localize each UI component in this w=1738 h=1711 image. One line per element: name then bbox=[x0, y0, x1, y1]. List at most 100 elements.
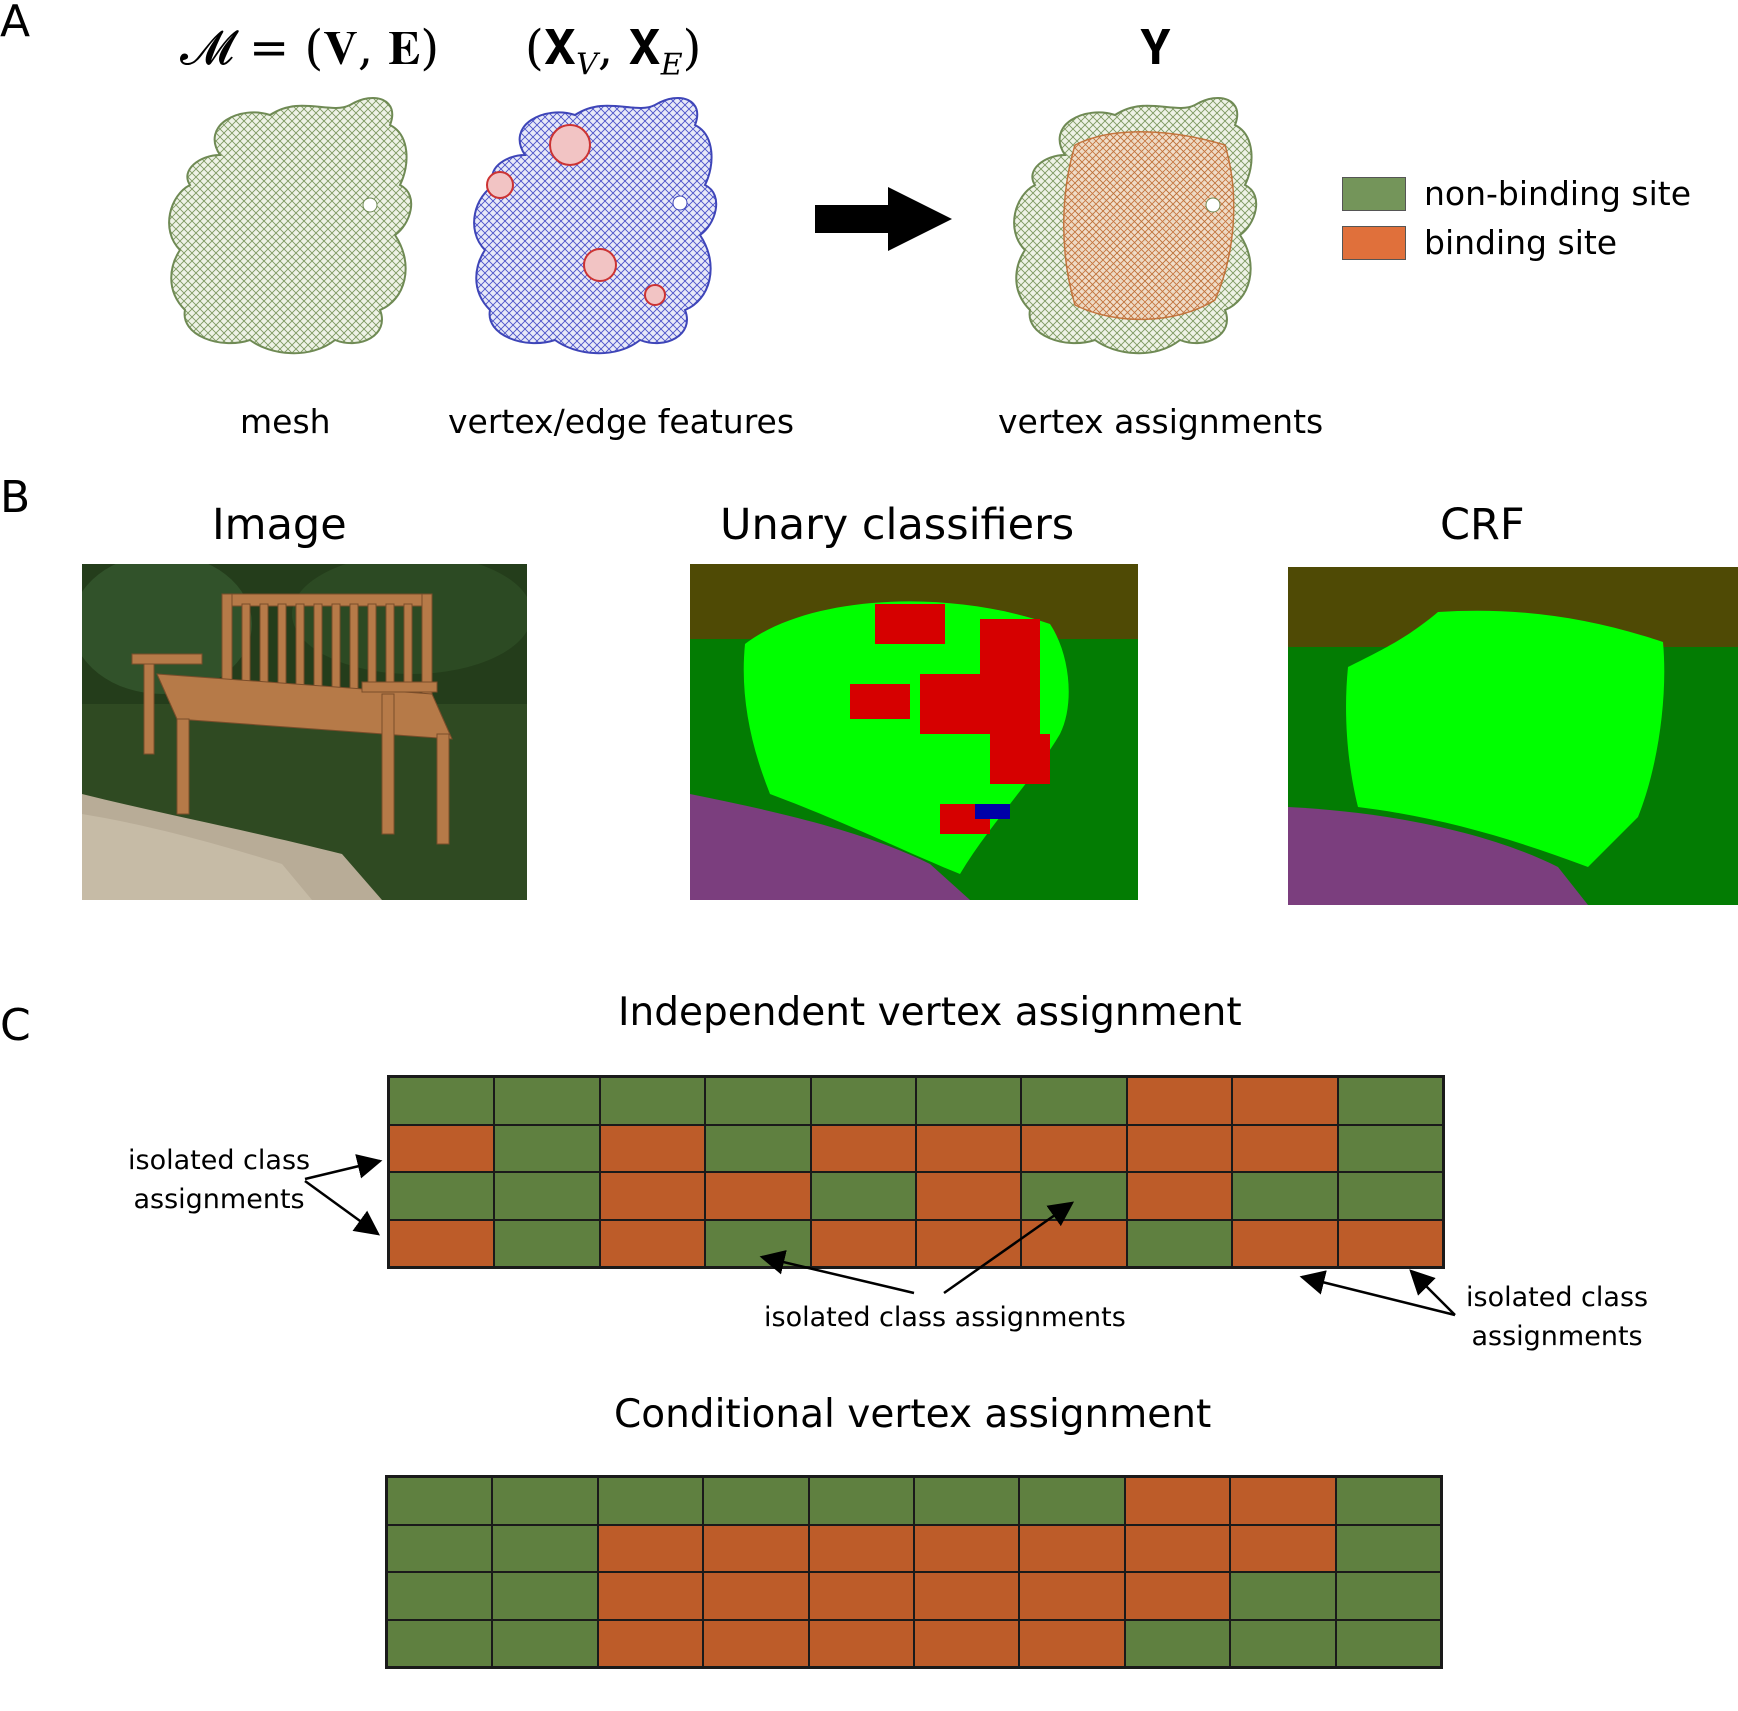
arrow-right-right bbox=[1409, 1269, 1456, 1316]
non-binding-cell bbox=[808, 1477, 914, 1525]
non-binding-cell bbox=[387, 1619, 493, 1667]
binding-cell bbox=[599, 1172, 706, 1220]
features-blob bbox=[473, 96, 718, 355]
non-binding-cell bbox=[494, 1124, 600, 1172]
non-binding-cell bbox=[597, 1477, 704, 1525]
non-binding-cell bbox=[916, 1077, 1022, 1125]
binding-cell bbox=[597, 1572, 704, 1620]
binding-cell bbox=[1232, 1124, 1338, 1172]
binding-cell bbox=[916, 1124, 1022, 1172]
binding-cell bbox=[389, 1219, 495, 1267]
non-binding-cell bbox=[1337, 1077, 1443, 1125]
non-binding-cell bbox=[494, 1077, 600, 1125]
binding-cell bbox=[1126, 1124, 1233, 1172]
legend: non-binding site binding site bbox=[1342, 174, 1691, 262]
non-binding-cell bbox=[599, 1077, 706, 1125]
binding-cell bbox=[916, 1172, 1022, 1220]
y-equation: 𝐘 bbox=[1140, 20, 1171, 76]
title-conditional: Conditional vertex assignment bbox=[614, 1392, 1212, 1437]
protein-meshes bbox=[168, 96, 1258, 355]
binding-cell bbox=[599, 1124, 706, 1172]
non-binding-cell bbox=[494, 1219, 600, 1267]
non-binding-cell bbox=[389, 1077, 495, 1125]
non-binding-cell bbox=[492, 1477, 598, 1525]
arrow-middle-right bbox=[943, 1201, 1075, 1295]
arrow-left-upper bbox=[304, 1154, 383, 1181]
non-binding-cell bbox=[389, 1172, 495, 1220]
binding-cell bbox=[914, 1572, 1020, 1620]
binding-cell bbox=[1337, 1219, 1443, 1267]
mesh-blob bbox=[168, 96, 413, 355]
note-right: isolated class assignments bbox=[1466, 1282, 1649, 1352]
non-binding-cell bbox=[1230, 1619, 1336, 1667]
non-binding-cell bbox=[494, 1172, 600, 1220]
non-binding-cell bbox=[1021, 1172, 1127, 1220]
non-binding-cell bbox=[1124, 1619, 1231, 1667]
non-binding-cell bbox=[492, 1619, 598, 1667]
binding-cell bbox=[810, 1124, 916, 1172]
non-binding-cell bbox=[810, 1077, 916, 1125]
legend-label-non-binding: non-binding site bbox=[1424, 174, 1692, 213]
non-binding-cell bbox=[705, 1124, 811, 1172]
legend-item-non-binding: non-binding site bbox=[1342, 174, 1691, 213]
note-left: isolated class assignments bbox=[128, 1145, 311, 1215]
caption-features: vertex/edge features bbox=[448, 402, 795, 441]
non-binding-cell bbox=[914, 1477, 1020, 1525]
non-binding-cell bbox=[1021, 1077, 1127, 1125]
legend-label-binding: binding site bbox=[1424, 223, 1618, 262]
binding-cell bbox=[1124, 1477, 1231, 1525]
non-binding-cell bbox=[387, 1524, 493, 1572]
binding-cell bbox=[916, 1219, 1022, 1267]
non-binding-cell bbox=[705, 1219, 811, 1267]
binding-cell bbox=[389, 1124, 495, 1172]
independent-grid bbox=[387, 1075, 1445, 1269]
panel-a-letter: A bbox=[0, 0, 31, 47]
non-binding-cell bbox=[492, 1572, 598, 1620]
binding-cell bbox=[1124, 1524, 1231, 1572]
binding-cell bbox=[703, 1524, 809, 1572]
bench-photo bbox=[82, 564, 527, 900]
crf-segmentation bbox=[1288, 567, 1738, 905]
title-unary: Unary classifiers bbox=[720, 500, 1075, 550]
non-binding-cell bbox=[1337, 1172, 1443, 1220]
binding-cell bbox=[703, 1619, 809, 1667]
non-binding-cell bbox=[1232, 1172, 1338, 1220]
binding-cell bbox=[1232, 1219, 1338, 1267]
binding-cell bbox=[1124, 1572, 1231, 1620]
right-arrow-icon bbox=[815, 187, 952, 251]
legend-swatch-binding bbox=[1342, 225, 1406, 260]
binding-cell bbox=[599, 1219, 706, 1267]
non-binding-cell bbox=[810, 1172, 916, 1220]
non-binding-cell bbox=[703, 1477, 809, 1525]
non-binding-cell bbox=[387, 1572, 493, 1620]
panel-b-letter: B bbox=[0, 472, 31, 523]
non-binding-cell bbox=[387, 1477, 493, 1525]
binding-cell bbox=[1230, 1477, 1336, 1525]
binding-cell bbox=[1232, 1077, 1338, 1125]
non-binding-cell bbox=[1337, 1124, 1443, 1172]
binding-cell bbox=[703, 1572, 809, 1620]
panel-c-letter: C bbox=[0, 1000, 31, 1051]
binding-cell bbox=[1230, 1524, 1336, 1572]
binding-cell bbox=[1019, 1524, 1125, 1572]
binding-cell bbox=[597, 1619, 704, 1667]
title-independent: Independent vertex assignment bbox=[618, 990, 1242, 1035]
binding-cell bbox=[810, 1219, 916, 1267]
non-binding-cell bbox=[1335, 1572, 1441, 1620]
mesh-equation: 𝓜 = (𝐕, 𝐄) bbox=[180, 20, 440, 76]
binding-cell bbox=[705, 1172, 811, 1220]
non-binding-cell bbox=[1335, 1524, 1441, 1572]
features-equation: (𝐗V, 𝐗E) bbox=[525, 20, 702, 83]
non-binding-cell bbox=[1335, 1477, 1441, 1525]
non-binding-cell bbox=[1019, 1477, 1125, 1525]
non-binding-cell bbox=[492, 1524, 598, 1572]
binding-cell bbox=[1021, 1124, 1127, 1172]
caption-mesh: mesh bbox=[240, 402, 331, 441]
binding-cell bbox=[914, 1524, 1020, 1572]
title-image: Image bbox=[212, 500, 347, 550]
caption-assignments: vertex assignments bbox=[998, 402, 1324, 441]
binding-cell bbox=[914, 1619, 1020, 1667]
arrow-right-left bbox=[1299, 1270, 1456, 1317]
non-binding-cell bbox=[1126, 1219, 1233, 1267]
